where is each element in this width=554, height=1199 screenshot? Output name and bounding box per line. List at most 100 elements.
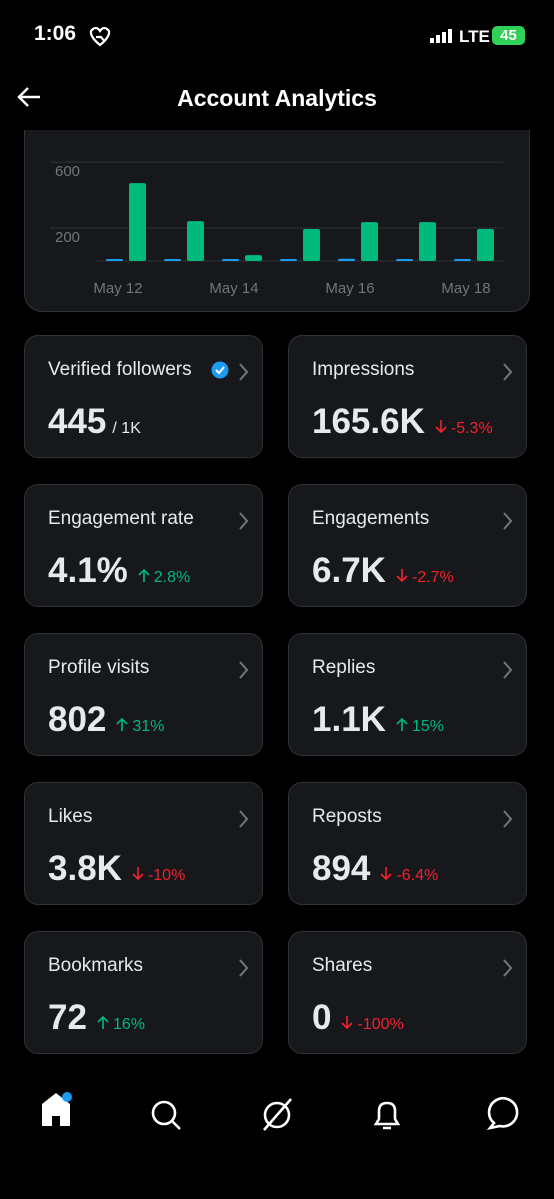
network: LTE xyxy=(459,27,490,46)
nav-messages[interactable] xyxy=(486,1097,519,1130)
card-value: 165.6K -5.3% xyxy=(312,402,493,442)
bar xyxy=(338,258,355,261)
bar xyxy=(245,255,262,261)
chevron xyxy=(239,363,249,381)
chart-card xyxy=(24,100,530,312)
card-title: Engagement rate xyxy=(48,508,194,529)
card-title: Shares xyxy=(312,955,373,976)
value-limit: / 1K xyxy=(112,420,141,437)
card-title: Bookmarks xyxy=(48,955,144,976)
change-value: -100% xyxy=(357,1016,404,1033)
chevron xyxy=(503,959,513,977)
card-title: Likes xyxy=(48,806,93,827)
nav-search[interactable] xyxy=(151,1100,181,1130)
card-value: 3.8K -10% xyxy=(48,849,185,889)
card-title: Profile visits xyxy=(48,657,150,678)
change: -5.3% xyxy=(435,420,493,437)
y-tick-label: 200 xyxy=(55,229,80,246)
nav-home[interactable] xyxy=(42,1092,72,1126)
trend-arrow xyxy=(396,569,408,583)
x-tick-label: May 14 xyxy=(209,280,258,297)
nav-grok[interactable] xyxy=(263,1098,292,1131)
x-tick-label: May 12 xyxy=(93,280,142,297)
change: 2.8% xyxy=(138,568,191,586)
chevron xyxy=(239,959,249,977)
chevron xyxy=(239,661,249,679)
card-value: 6.7K -2.7% xyxy=(312,551,454,591)
value: 0 xyxy=(312,998,332,1037)
value: 3.8K xyxy=(48,849,122,888)
change-value: 2.8% xyxy=(153,569,191,586)
change: 31% xyxy=(116,717,165,735)
value: 802 xyxy=(48,700,107,739)
card-value: 72 16% xyxy=(48,998,145,1038)
x-tick-label: May 16 xyxy=(325,280,374,297)
chevron xyxy=(503,363,513,381)
change-value: -6.4% xyxy=(396,867,439,884)
card-title: Reposts xyxy=(312,806,382,827)
bottom-nav xyxy=(42,1092,519,1131)
bar xyxy=(361,222,378,261)
metric-card[interactable]: Shares 0 -100% xyxy=(288,931,527,1054)
change-value: 15% xyxy=(411,718,444,735)
y-tick-label: 600 xyxy=(55,163,80,180)
card-value: 0 -100% xyxy=(312,998,404,1038)
status-time: 1:06 xyxy=(34,22,77,45)
metric-card[interactable]: Reposts 894 -6.4% xyxy=(288,782,527,905)
card-value: 894 -6.4% xyxy=(312,849,438,889)
change: 16% xyxy=(97,1015,145,1033)
chevron xyxy=(503,661,513,679)
chevron xyxy=(503,810,513,828)
nav-notifications[interactable] xyxy=(373,1101,401,1130)
bar xyxy=(164,259,181,261)
bar xyxy=(477,229,494,261)
metric-card[interactable]: Verified followers 445 / 1K xyxy=(24,335,263,458)
card-title: Impressions xyxy=(312,359,415,380)
bar xyxy=(187,221,204,261)
value: 165.6K xyxy=(312,402,425,441)
value: 894 xyxy=(312,849,371,888)
change: -6.4% xyxy=(380,867,438,884)
battery: 45 xyxy=(492,26,525,45)
verified-badge xyxy=(211,361,229,379)
value: 72 xyxy=(48,998,87,1037)
chevron xyxy=(503,512,513,530)
bar xyxy=(419,222,436,261)
metric-card[interactable]: Engagements 6.7K -2.7% xyxy=(288,484,527,607)
chevron xyxy=(239,810,249,828)
change: -10% xyxy=(132,867,185,884)
change-value: -2.7% xyxy=(411,569,454,586)
chart: 200 600 May 12 May 14 May 16 May 18 xyxy=(50,161,503,297)
bar xyxy=(280,259,297,261)
change-value: -5.3% xyxy=(450,420,493,437)
bar xyxy=(129,183,146,261)
metric-card[interactable]: Profile visits 802 31% xyxy=(24,633,263,756)
status-icon xyxy=(89,26,111,47)
bar xyxy=(106,259,123,261)
change-value: 16% xyxy=(112,1016,145,1033)
trend-arrow xyxy=(116,717,128,731)
change-value: 31% xyxy=(132,718,165,735)
value: 445 xyxy=(48,402,107,441)
card-title: Verified followers xyxy=(48,359,192,380)
change: -2.7% xyxy=(396,569,454,586)
back-button[interactable] xyxy=(15,85,43,109)
header-title: Account Analytics xyxy=(177,85,377,111)
bar xyxy=(222,259,239,261)
bar xyxy=(396,259,413,261)
change-value: -10% xyxy=(147,867,186,884)
card-value: 802 31% xyxy=(48,700,164,740)
metric-card[interactable]: Replies 1.1K 15% xyxy=(288,633,527,756)
trend-arrow xyxy=(396,717,408,731)
trend-arrow xyxy=(341,1016,354,1030)
metric-card[interactable]: Engagement rate 4.1% 2.8% xyxy=(24,484,263,607)
metric-card[interactable]: Impressions 165.6K -5.3% xyxy=(288,335,527,458)
value: 1.1K xyxy=(312,700,386,739)
trend-arrow xyxy=(380,867,392,881)
header xyxy=(0,62,554,130)
metric-card[interactable]: Likes 3.8K -10% xyxy=(24,782,263,905)
metric-card[interactable]: Bookmarks 72 16% xyxy=(24,931,263,1054)
bar xyxy=(303,229,320,261)
bar xyxy=(454,259,471,261)
